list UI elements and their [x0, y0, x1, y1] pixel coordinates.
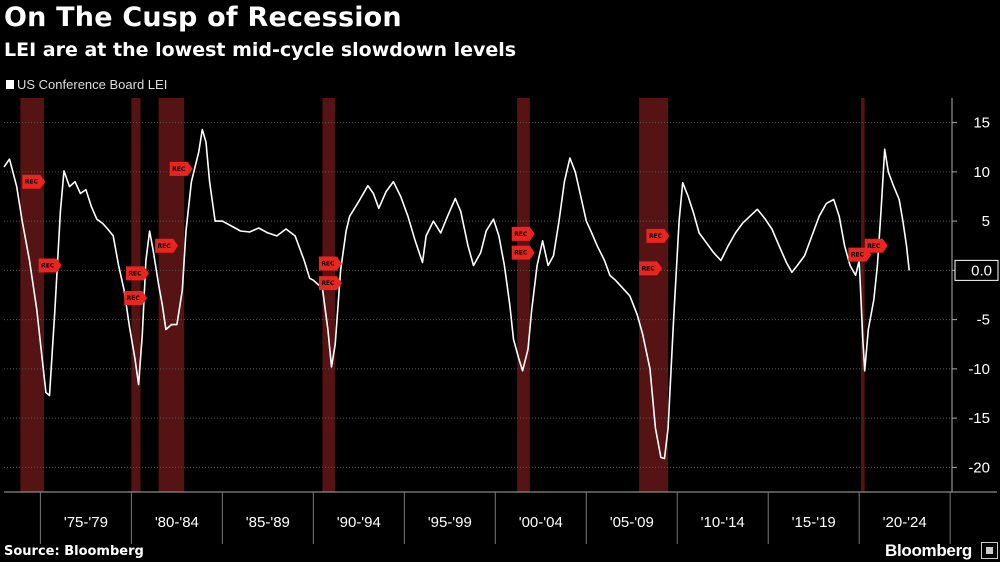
rec-marker: REC	[318, 276, 342, 291]
rec-marker-shape	[639, 261, 663, 276]
x-tick-label: '80-'84	[155, 514, 199, 531]
rec-marker: REC	[318, 256, 342, 271]
rec-marker-label: REC	[127, 295, 141, 302]
rec-marker-label: REC	[128, 270, 142, 277]
rec-marker-shape	[318, 276, 342, 291]
recession-band	[517, 98, 530, 492]
rec-marker-shape	[318, 256, 342, 271]
rec-marker-label: REC	[321, 280, 335, 287]
x-tick-label: '15-'19	[792, 514, 836, 531]
last-value-box	[954, 259, 999, 281]
rec-marker-label: REC	[514, 231, 528, 238]
rec-marker-label: REC	[642, 265, 656, 272]
y-tick-label: -20	[968, 459, 990, 476]
rec-marker-label: REC	[867, 243, 881, 250]
rec-marker: REC	[511, 226, 535, 241]
rec-marker-shape	[511, 226, 535, 241]
recession-bands	[20, 98, 865, 492]
rec-marker: REC	[864, 238, 888, 253]
legend-label: US Conference Board LEI	[17, 77, 168, 92]
rec-marker-shape	[864, 238, 888, 253]
recession-band	[639, 98, 669, 492]
rec-marker-shape	[169, 161, 193, 176]
rec-marker-shape	[126, 266, 150, 281]
recession-band	[158, 98, 185, 492]
rec-marker-label: REC	[851, 252, 865, 259]
rec-marker-label: REC	[514, 250, 528, 257]
x-tick-labels: '75-'79 '80-'84 '85-'89 '90-'94 '95-'99 '00-'…	[64, 514, 927, 531]
rec-marker-label: REC	[41, 262, 55, 269]
rec-marker-label: REC	[158, 243, 172, 250]
rec-marker-shape	[22, 174, 46, 189]
y-tick-label: -10	[968, 361, 990, 378]
x-tick-label: '00-'04	[519, 514, 563, 531]
recession-band	[20, 98, 45, 492]
recession-band	[861, 98, 865, 492]
x-tick-label: '90-'94	[337, 514, 381, 531]
rec-marker: REC	[126, 266, 150, 281]
rec-marker-shape	[511, 245, 535, 260]
rec-marker: REC	[38, 258, 62, 273]
y-tick-label: 15	[973, 115, 990, 132]
chart-subtitle: LEI are at the lowest mid-cycle slowdown…	[4, 39, 517, 61]
rec-marker-shape	[38, 258, 62, 273]
rec-marker-label: REC	[321, 260, 335, 267]
x-tick-label: '85-'89	[246, 514, 290, 531]
series-lines	[3, 128, 910, 460]
x-tick-label: '05-'09	[610, 514, 654, 531]
series-line	[3, 128, 910, 460]
rec-marker-label: REC	[649, 233, 663, 240]
x-tick-label: '10-'14	[701, 514, 745, 531]
rec-markers: RECRECRECRECRECRECRECRECRECRECRECRECRECR…	[22, 161, 888, 305]
brand-logo: Bloomberg	[884, 541, 972, 560]
rec-marker-shape	[124, 290, 148, 305]
legend: US Conference Board LEI	[6, 77, 167, 92]
rec-marker-shape	[646, 228, 670, 243]
chart-title: On The Cusp of Recession	[4, 2, 402, 33]
rec-marker: REC	[22, 174, 46, 189]
rec-marker: REC	[511, 245, 535, 260]
y-tick-label: 5	[982, 213, 990, 230]
recession-band	[322, 98, 336, 492]
rec-marker-label: REC	[172, 166, 186, 173]
rec-marker: REC	[646, 228, 670, 243]
rec-marker: REC	[124, 290, 148, 305]
y-tick-labels: 15 10 5 -5 -10 -15 -20 0.0	[954, 115, 999, 476]
gridlines	[4, 122, 952, 468]
rec-marker: REC	[169, 161, 193, 176]
rec-marker-shape	[155, 238, 179, 253]
y-tick-label: -5	[977, 312, 990, 329]
x-tick-label: '20-'24	[883, 514, 927, 531]
rec-marker-label: REC	[25, 179, 39, 186]
brand-mark-icon	[981, 542, 998, 559]
rec-marker: REC	[155, 238, 179, 253]
x-tick-label: '75-'79	[64, 514, 108, 531]
source-note: Source: Bloomberg	[4, 544, 144, 559]
rec-marker: REC	[639, 261, 663, 276]
y-tick-label: 10	[973, 164, 990, 181]
axes	[4, 98, 997, 544]
y-tick-label: -15	[968, 410, 990, 427]
last-value-label: 0.0	[971, 262, 992, 279]
x-tick-label: '95-'99	[428, 514, 472, 531]
legend-swatch	[6, 80, 14, 89]
